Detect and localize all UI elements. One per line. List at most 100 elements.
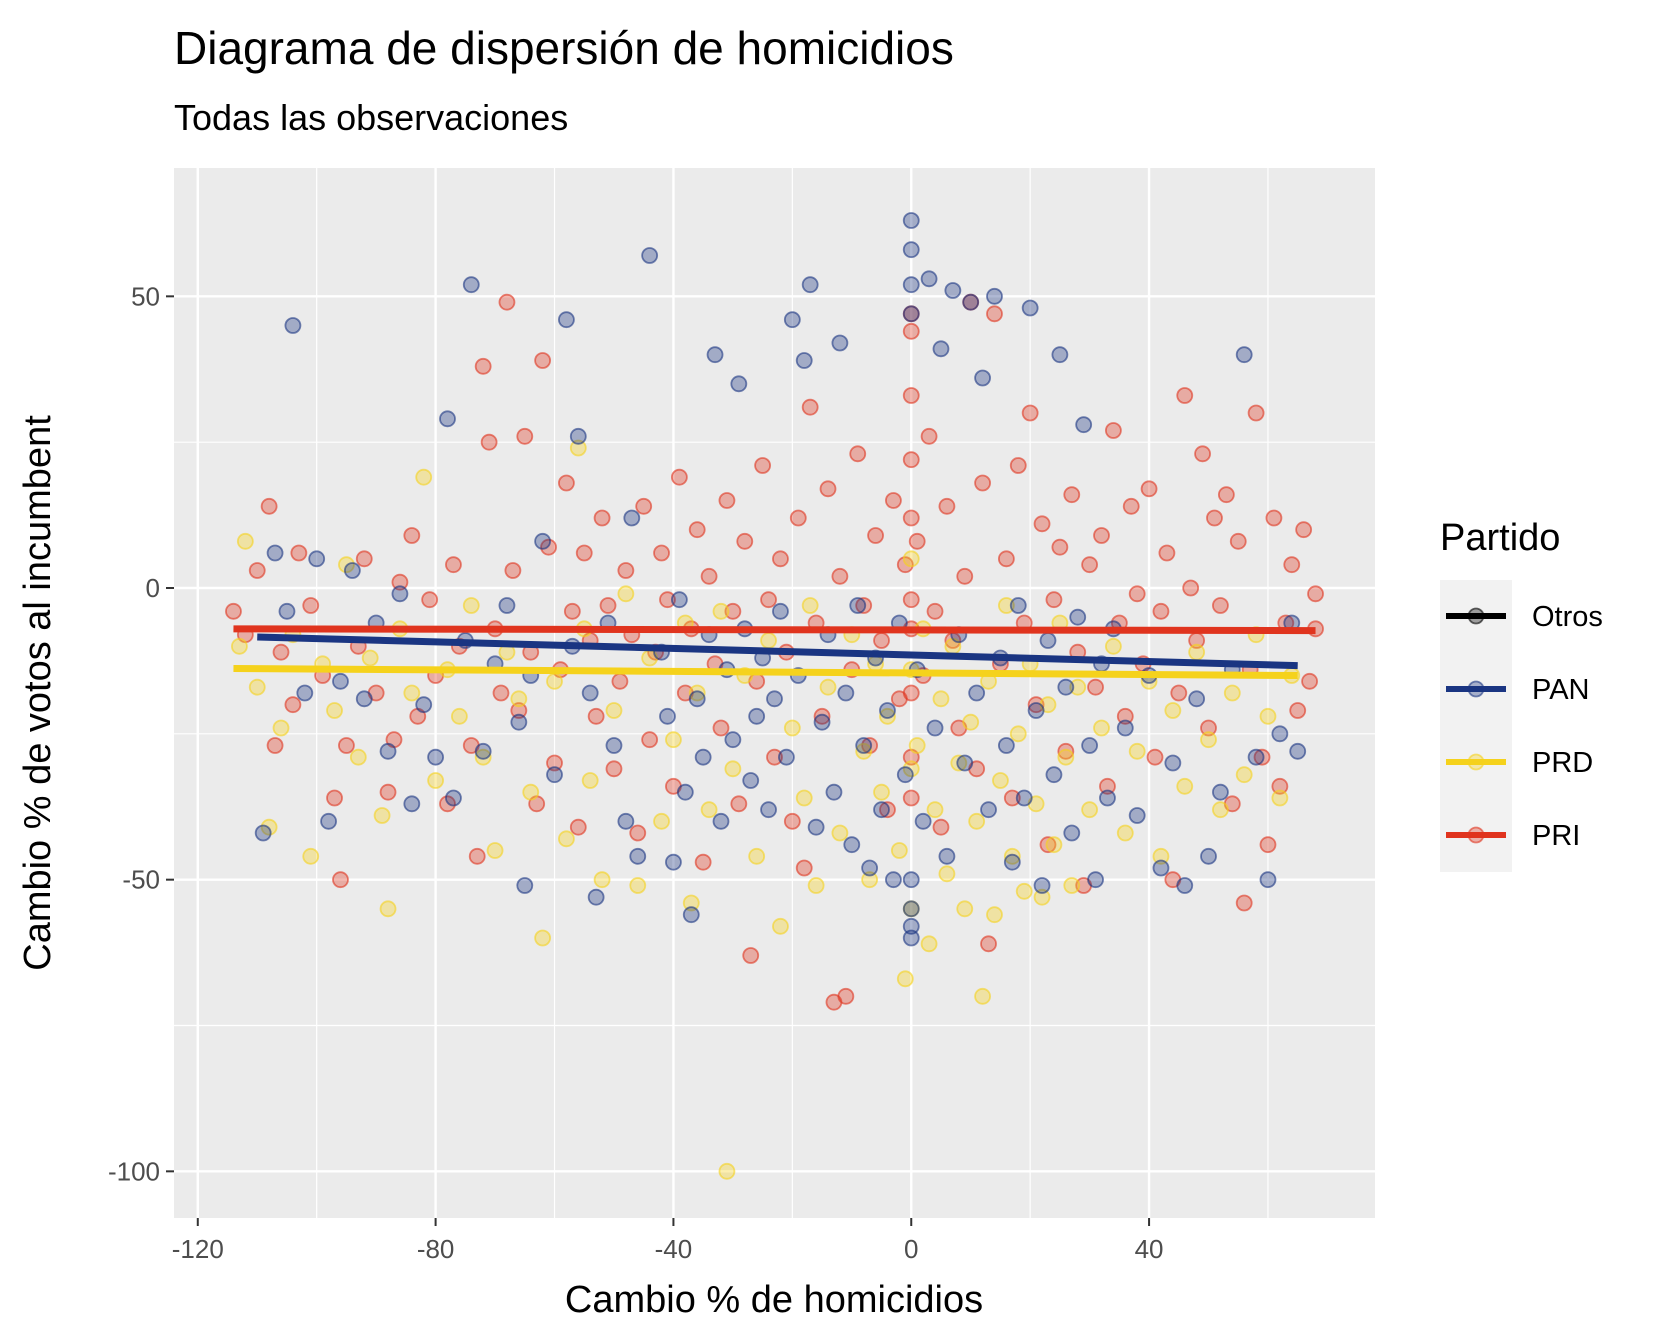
point-pri xyxy=(575,544,593,562)
point-prd xyxy=(795,789,813,807)
chart-subtitle: Todas las observaciones xyxy=(174,97,568,138)
point-pri xyxy=(569,818,587,836)
point-prd xyxy=(349,748,367,766)
point-pan xyxy=(278,602,296,620)
point-pan xyxy=(885,871,902,889)
grid-major xyxy=(174,168,1375,1218)
point-prd xyxy=(968,812,986,830)
point-prd xyxy=(272,719,290,737)
point-pan xyxy=(546,766,563,784)
point-prd xyxy=(1212,801,1229,819)
trend-line-pri xyxy=(233,625,1316,635)
point-pri xyxy=(1128,585,1146,603)
point-pan xyxy=(843,836,861,854)
point-pan xyxy=(712,812,730,830)
point-pri xyxy=(873,632,890,649)
point-pri xyxy=(272,643,290,661)
point-pri xyxy=(974,474,991,492)
x-tick-label: 0 xyxy=(904,1234,918,1264)
point-prd xyxy=(474,748,492,766)
point-pri xyxy=(926,602,944,620)
legend-title: Partido xyxy=(1440,517,1560,559)
point-prd xyxy=(1200,731,1217,749)
point-prd xyxy=(861,871,879,889)
point-prd xyxy=(1116,824,1134,842)
point-pri xyxy=(1247,404,1265,422)
point-pan xyxy=(403,795,421,813)
point-pan xyxy=(902,212,920,229)
point-pan xyxy=(296,684,314,702)
point-prd xyxy=(1003,847,1021,865)
point-pri xyxy=(920,427,938,445)
point-pri xyxy=(1003,789,1021,807)
x-axis: -120 -80 -40 0 40 xyxy=(172,1218,1164,1264)
point-prd xyxy=(1235,766,1253,784)
point-pri xyxy=(1253,748,1271,766)
point-pan xyxy=(902,241,920,259)
x-axis-title: Cambio % de homicidios xyxy=(565,1279,983,1321)
point-pri xyxy=(653,544,670,562)
point-pan xyxy=(670,591,688,609)
point-pan xyxy=(801,276,819,294)
point-pri xyxy=(474,357,492,375)
point-pri xyxy=(1104,422,1122,439)
y-axis-title: Cambio % de votos al incumbent xyxy=(17,415,59,971)
point-pan xyxy=(355,690,373,708)
chart-title: Diagrama de dispersión de homicidios xyxy=(174,22,954,74)
point-pan xyxy=(920,270,938,288)
point-pri xyxy=(1045,591,1063,609)
point-prd xyxy=(956,900,974,918)
point-pri xyxy=(1217,486,1235,504)
point-pan xyxy=(682,906,700,924)
point-pan xyxy=(320,812,337,830)
point-pan xyxy=(760,801,777,819)
trend-line-pan xyxy=(257,633,1298,670)
point-pri xyxy=(1229,532,1247,550)
point-prd xyxy=(379,900,397,918)
point-pri xyxy=(1140,480,1158,498)
point-pri xyxy=(801,398,819,416)
point-prd xyxy=(302,847,320,865)
point-pri xyxy=(332,871,349,889)
legend-key-background xyxy=(1440,580,1512,872)
point-pri xyxy=(1289,702,1307,719)
point-pri xyxy=(742,947,760,964)
point-prd xyxy=(522,783,540,801)
point-prd xyxy=(569,439,587,457)
point-pan xyxy=(516,877,534,894)
point-pan xyxy=(498,597,516,614)
point-pri xyxy=(593,509,611,527)
point-prd xyxy=(1176,777,1194,795)
point-pri xyxy=(831,567,849,585)
point-pan xyxy=(1033,877,1051,894)
point-pan xyxy=(902,276,920,294)
point-pan xyxy=(944,282,962,299)
point-pri xyxy=(534,352,552,369)
point-pan xyxy=(1009,597,1027,614)
point-pri xyxy=(1212,597,1229,614)
point-prd xyxy=(653,812,670,830)
point-pan xyxy=(510,713,528,731)
point-pan xyxy=(932,340,950,358)
point-pan xyxy=(1057,678,1075,696)
point-pan xyxy=(1051,346,1069,364)
point-pan xyxy=(980,801,997,819)
point-pri xyxy=(659,591,676,609)
point-pan xyxy=(1069,608,1087,626)
point-pan xyxy=(1039,632,1057,649)
point-prd xyxy=(1033,888,1051,906)
point-pri xyxy=(1295,521,1313,539)
legend-label-otros: Otros xyxy=(1532,601,1603,633)
point-pri xyxy=(635,497,653,515)
point-pri xyxy=(1158,544,1176,562)
point-pri xyxy=(516,427,534,445)
point-pan xyxy=(1289,742,1307,760)
legend-key-point xyxy=(1467,680,1485,698)
point-pan xyxy=(902,929,920,947)
point-pri xyxy=(670,468,688,486)
point-prd xyxy=(1057,748,1075,766)
point-pan xyxy=(1027,702,1045,719)
point-prd xyxy=(688,684,706,702)
point-pan xyxy=(587,888,605,906)
point-pan xyxy=(962,293,980,311)
